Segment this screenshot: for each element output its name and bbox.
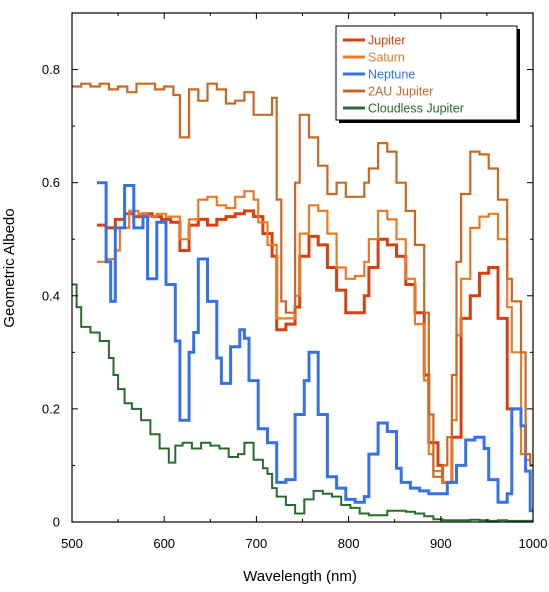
- legend-label: 2AU Jupiter: [368, 85, 433, 99]
- legend-box: [335, 25, 518, 121]
- y-axis-title: Geometric Albedo: [1, 208, 18, 327]
- legend-label: Cloudless Jupiter: [368, 102, 464, 116]
- legend-label: Neptune: [368, 68, 415, 82]
- x-axis: 500 600 700 800 900 1000: [61, 13, 547, 551]
- y-tick-label: 0.4: [42, 288, 60, 303]
- x-axis-title: Wavelength (nm): [243, 568, 357, 585]
- y-axis: 0 0.2 0.4 0.6 0.8: [42, 12, 533, 530]
- series-line-2: [96, 181, 533, 513]
- legend-label: Saturn: [368, 51, 405, 65]
- x-tick-label: 1000: [519, 536, 548, 551]
- plot-lines: [72, 82, 533, 522]
- series-line-1: [96, 190, 533, 484]
- legend: Jupiter Saturn Neptune 2AU Jupiter Cloudless…: [335, 25, 520, 123]
- x-tick-label: 600: [153, 536, 175, 551]
- series-line-4: [72, 283, 533, 522]
- x-tick-label: 800: [338, 536, 360, 551]
- y-tick-label: 0.8: [42, 62, 60, 77]
- y-tick-label: 0.2: [42, 401, 60, 416]
- y-tick-label: 0.6: [42, 175, 60, 190]
- y-tick-label: 0: [53, 515, 60, 530]
- x-tick-label: 500: [61, 536, 83, 551]
- x-tick-label: 900: [430, 536, 452, 551]
- series-line-3: [72, 82, 533, 478]
- x-tick-label: 700: [246, 536, 268, 551]
- legend-label: Jupiter: [368, 34, 406, 48]
